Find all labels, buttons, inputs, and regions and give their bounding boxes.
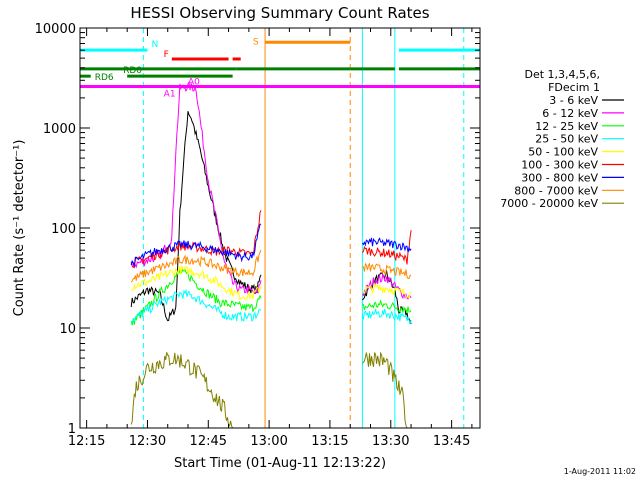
series-line-6-0	[130, 223, 262, 267]
y-tick-label: 1	[68, 422, 76, 437]
legend-label: 3 - 6 keV	[549, 94, 598, 107]
series-line-5-0	[130, 210, 262, 269]
series-line-2-1	[362, 299, 412, 314]
flag-label-rd6: RD6	[95, 73, 114, 83]
legend-label: 7000 - 20000 keV	[500, 197, 598, 210]
legend-label: 12 - 25 keV	[535, 120, 598, 133]
series-line-6-1	[361, 237, 412, 253]
x-tick-label: 13:00	[250, 434, 287, 449]
y-tick-label: 1000	[43, 122, 76, 137]
x-tick-label: 12:30	[129, 434, 166, 449]
flag-label-s: S	[253, 37, 259, 47]
x-tick-label: 12:15	[68, 434, 105, 449]
legend-header: FDecim 1	[548, 81, 600, 94]
x-tick-label: 13:45	[433, 434, 470, 449]
series-line-4-0	[131, 265, 262, 301]
series-line-1-0	[130, 81, 262, 295]
flag-label-rd0: RD0	[123, 66, 142, 76]
series-line-3-1	[361, 308, 412, 325]
legend-label: 100 - 300 keV	[521, 159, 598, 172]
series-line-8-0	[130, 352, 234, 428]
legend-label: 6 - 12 keV	[542, 107, 598, 120]
footer-timestamp: 1-Aug-2011 11:02	[564, 467, 636, 476]
y-tick-label: 10000	[35, 22, 76, 37]
x-axis-label: Start Time (01-Aug-11 12:13:22)	[174, 456, 386, 471]
legend-label: 50 - 100 keV	[528, 146, 598, 159]
x-tick-label: 12:45	[190, 434, 227, 449]
legend-label: 25 - 50 keV	[535, 133, 598, 146]
legend-header: Det 1,3,4,5,6,	[524, 68, 600, 81]
y-tick-label: 100	[51, 222, 76, 237]
series-line-8-1	[362, 351, 408, 428]
x-tick-label: 13:30	[372, 434, 409, 449]
series-line-7-1	[362, 262, 412, 280]
legend-label: 800 - 7000 keV	[514, 184, 598, 197]
chart-title: HESSI Observing Summary Count Rates	[130, 4, 429, 22]
series-line-4-1	[361, 282, 412, 299]
legend-label: 300 - 800 keV	[521, 171, 598, 184]
series-line-1-1	[362, 272, 412, 300]
flag-label-a0: A0	[188, 78, 200, 88]
series-line-0-0	[130, 111, 262, 322]
x-tick-label: 13:15	[311, 434, 348, 449]
flag-label-n: N	[152, 40, 159, 50]
y-tick-label: 10	[59, 322, 76, 337]
series-line-5-1	[362, 230, 412, 265]
flag-label-a1: A1	[164, 90, 176, 100]
y-axis-label: Count Rate (s⁻¹ detector⁻¹)	[12, 140, 27, 317]
series-line-7-0	[130, 249, 262, 283]
flag-label-f: F	[164, 50, 169, 60]
series-line-3-0	[130, 288, 262, 324]
